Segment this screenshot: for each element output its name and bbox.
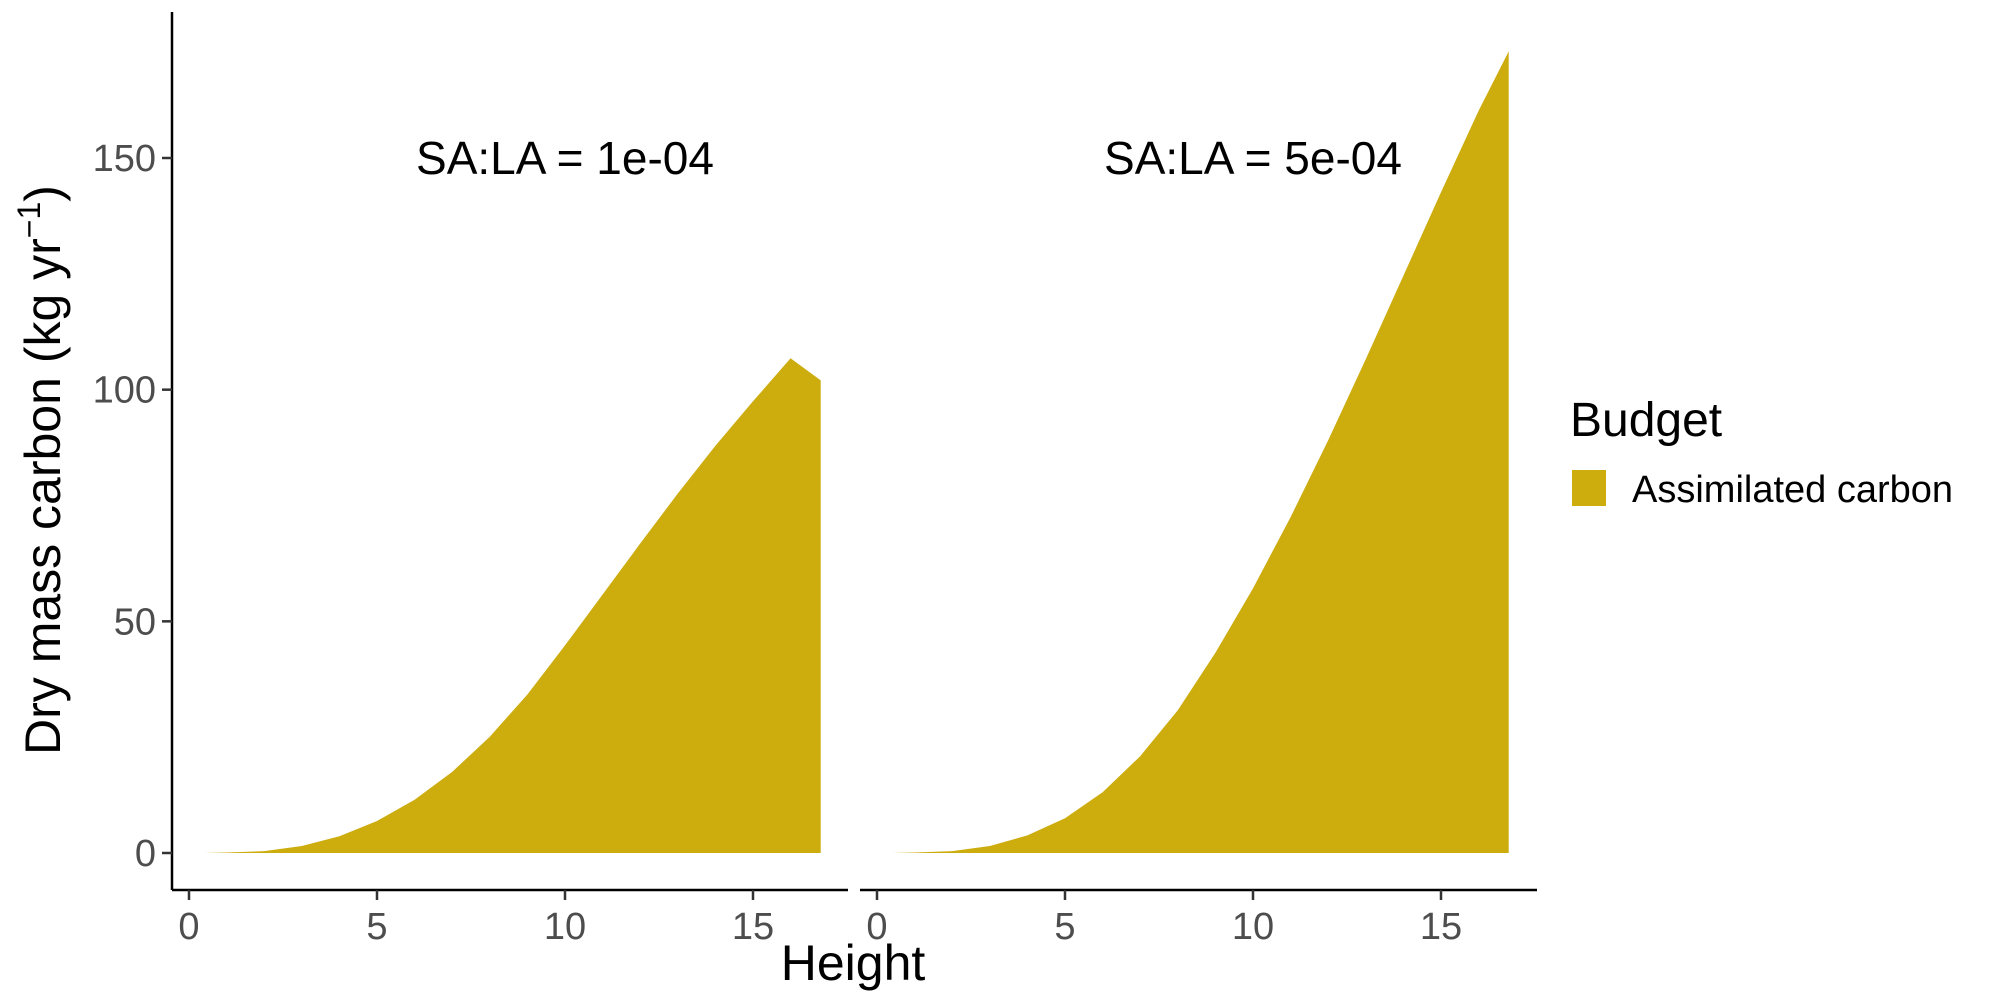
x-tick-label: 5 (1054, 906, 1075, 948)
x-tick-label: 15 (1420, 906, 1462, 948)
legend-label-assimilated-carbon: Assimilated carbon (1632, 469, 1953, 511)
legend-swatch-assimilated-carbon (1572, 470, 1606, 506)
x-axis-title: Height (781, 935, 926, 991)
x-tick-label: 15 (732, 906, 774, 948)
legend-title: Budget (1570, 394, 1722, 447)
y-axis-title: Dry mass carbon (kg yr−1) (11, 185, 71, 755)
y-tick-label: 100 (93, 370, 156, 412)
y-axis-title-suffix: ) (15, 185, 71, 202)
y-axis-title-main: Dry mass carbon (kg yr (15, 238, 71, 755)
panel-label: SA:LA = 1e-04 (416, 132, 714, 184)
x-tick-label: 0 (178, 906, 199, 948)
y-axis-title-exponent: −1 (11, 202, 47, 238)
x-tick-label: 5 (366, 906, 387, 948)
panel-label: SA:LA = 5e-04 (1104, 132, 1402, 184)
panel-2: SA:LA = 5e-04 0 5 10 15 (860, 51, 1537, 948)
area-assimilated-carbon (892, 51, 1509, 853)
y-tick-label: 50 (114, 601, 156, 643)
legend: Budget Assimilated carbon (1570, 394, 1953, 511)
y-tick-label: 0 (135, 833, 156, 875)
x-tick-label: 10 (544, 906, 586, 948)
area-assimilated-carbon (204, 358, 821, 853)
x-tick-label: 10 (1232, 906, 1274, 948)
x-tick-label: 0 (866, 906, 887, 948)
y-tick-label: 150 (93, 138, 156, 180)
